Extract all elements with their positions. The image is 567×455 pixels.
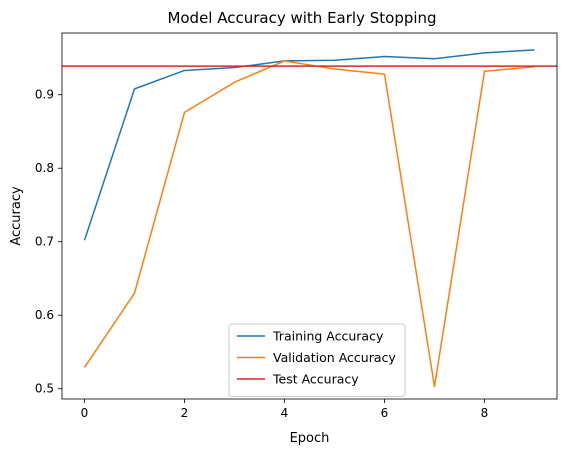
legend: Training Accuracy Validation Accuracy Test… xyxy=(228,323,406,397)
legend-label: Training Accuracy xyxy=(272,329,384,344)
x-tick-label: 6 xyxy=(381,406,389,420)
chart-title: Model Accuracy with Early Stopping xyxy=(167,9,436,27)
y-tick-label: 0.9 xyxy=(35,88,54,102)
series-line-1 xyxy=(83,60,535,388)
y-tick-label: 0.8 xyxy=(35,161,54,175)
x-tick-label: 0 xyxy=(81,406,89,420)
y-axis-ticks: 0.5 0.6 0.7 0.8 0.9 xyxy=(35,88,62,396)
legend-box xyxy=(228,323,406,397)
legend-label: Test Accuracy xyxy=(272,372,359,387)
x-tick-label: 8 xyxy=(481,406,489,420)
series-line-0 xyxy=(83,49,535,241)
y-tick-label: 0.6 xyxy=(35,308,54,322)
x-axis-ticks: 0 2 4 6 8 xyxy=(81,399,489,420)
y-tick-label: 0.7 xyxy=(35,235,54,249)
x-axis-label: Epoch xyxy=(290,431,330,446)
y-tick-label: 0.5 xyxy=(35,382,54,396)
x-tick-label: 4 xyxy=(281,406,289,420)
x-tick-label: 2 xyxy=(181,406,189,420)
legend-label: Validation Accuracy xyxy=(273,350,396,365)
y-axis-label: Accuracy xyxy=(9,186,24,246)
plot-area xyxy=(62,49,557,388)
axes-frame xyxy=(61,32,558,400)
